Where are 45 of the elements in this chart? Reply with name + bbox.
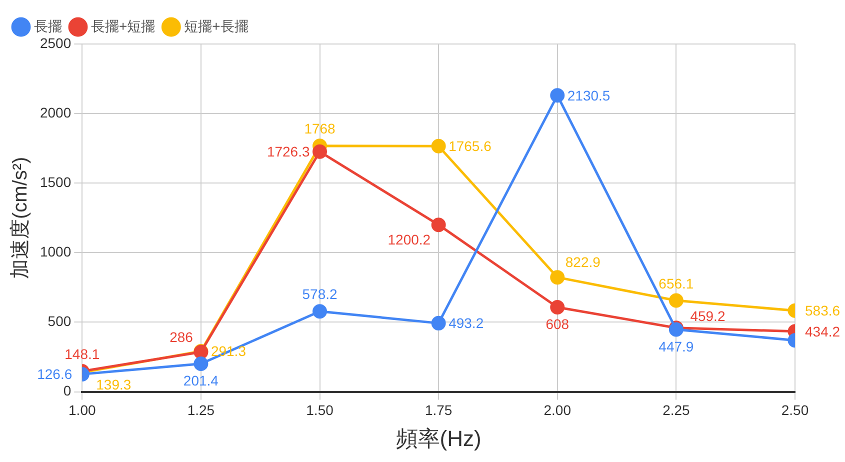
x-tick-label: 1.50: [306, 402, 334, 418]
data-label: 493.2: [448, 315, 484, 332]
x-tick-label: 1.75: [424, 402, 452, 418]
data-label: 822.9: [565, 254, 601, 270]
data-label: 126.6: [37, 366, 72, 382]
point: [550, 300, 565, 314]
point: [431, 316, 446, 330]
y-tick-label: 0: [63, 382, 72, 399]
y-tick-label: 2000: [40, 104, 72, 120]
data-label: 286: [170, 328, 194, 345]
data-label: 459.2: [690, 308, 726, 324]
data-label: 656.1: [658, 275, 694, 292]
y-axis-title: 加速度(cm/s²): [10, 156, 32, 279]
data-label: 434.2: [805, 323, 840, 340]
legend-label: 短擺+長擺: [184, 18, 248, 34]
data-label: 583.6: [805, 302, 840, 318]
point: [431, 138, 446, 154]
data-label: 447.9: [658, 338, 694, 354]
data-label: 578.2: [302, 286, 338, 302]
x-tick-label: 2.50: [781, 402, 809, 418]
data-label: 148.1: [64, 346, 100, 362]
data-label: 201.4: [183, 372, 219, 389]
point: [312, 304, 328, 319]
legend-label: 長擺+短擺: [91, 18, 156, 34]
data-label: 2130.5: [567, 87, 610, 104]
y-tick-label: 2500: [40, 34, 72, 51]
x-tick-label: 1.25: [187, 402, 215, 418]
y-tick-label: 1500: [40, 174, 72, 190]
point: [312, 144, 328, 159]
data-label: 1765.6: [448, 138, 492, 154]
point: [431, 218, 446, 232]
y-tick-label: 1000: [40, 244, 72, 260]
data-label: 139.3: [96, 376, 132, 392]
data-label: 1768: [304, 120, 336, 137]
data-label: 1200.2: [388, 232, 431, 248]
point: [550, 88, 565, 103]
data-label: 608: [546, 316, 570, 332]
x-tick-label: 1.00: [68, 402, 96, 418]
legend-label: 長擺: [34, 18, 62, 34]
x-tick-label: 2.25: [662, 402, 690, 418]
data-label: 1726.3: [266, 143, 310, 160]
point: [550, 270, 565, 285]
x-axis-title: 頻率(Hz): [396, 426, 482, 451]
x-tick-label: 2.00: [544, 402, 572, 418]
y-tick-label: 500: [48, 313, 72, 330]
